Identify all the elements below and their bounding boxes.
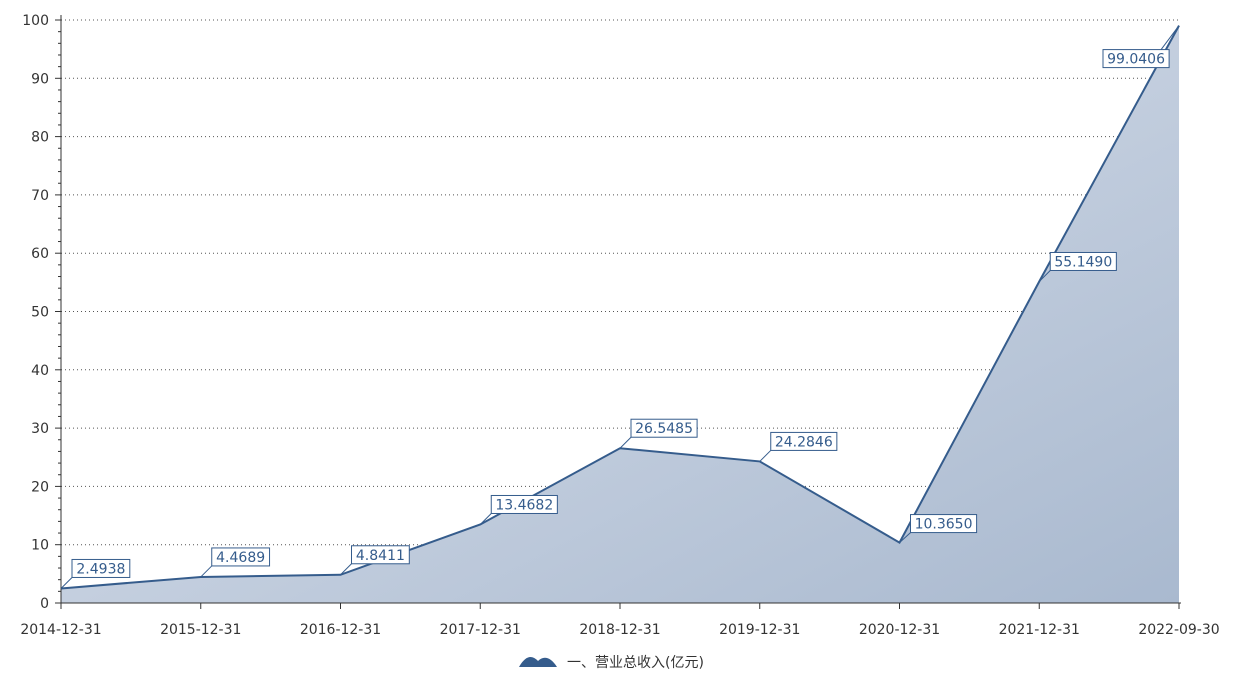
data-label-box bbox=[630, 418, 698, 438]
data-label: 10.3650 bbox=[915, 517, 973, 533]
x-tick-label: 2015-12-31 bbox=[160, 622, 241, 638]
area-fill bbox=[61, 25, 1179, 603]
data-label: 4.4689 bbox=[216, 550, 265, 566]
data-label-box bbox=[1049, 251, 1117, 271]
y-tick-label: 60 bbox=[31, 246, 49, 262]
data-label: 55.1490 bbox=[1054, 254, 1112, 270]
data-label: 2.4938 bbox=[76, 561, 125, 577]
y-tick-label: 40 bbox=[31, 363, 49, 379]
data-label: 26.5485 bbox=[635, 421, 693, 437]
data-label-box bbox=[211, 547, 271, 567]
data-label: 13.4682 bbox=[495, 497, 553, 513]
label-leader-line bbox=[479, 513, 492, 525]
x-tick-label: 2020-12-31 bbox=[859, 622, 940, 638]
y-tick-label: 100 bbox=[22, 13, 49, 29]
label-leader-line bbox=[200, 565, 213, 578]
y-axis-ticks: 0 10 20 30 40 50 60 70 80 90 100 bbox=[22, 13, 61, 612]
label-leader-line bbox=[340, 563, 352, 576]
label-leader-line bbox=[759, 450, 772, 462]
y-tick-label: 50 bbox=[31, 305, 49, 321]
data-label: 4.8411 bbox=[356, 548, 405, 564]
y-tick-label: 20 bbox=[31, 479, 49, 495]
data-label: 24.2846 bbox=[775, 434, 833, 450]
x-tick-label: 2017-12-31 bbox=[440, 622, 521, 638]
label-leader-line bbox=[899, 532, 911, 543]
data-label-box bbox=[770, 431, 838, 451]
data-label: 99.0406 bbox=[1107, 52, 1165, 68]
label-leader-line bbox=[1160, 25, 1180, 50]
x-tick-label: 2016-12-31 bbox=[300, 622, 381, 638]
x-tick-label: 2019-12-31 bbox=[719, 622, 800, 638]
label-leader-line bbox=[1038, 270, 1051, 282]
label-leader-line bbox=[60, 577, 73, 589]
legend[interactable]: 一、营业总收入(亿元) bbox=[519, 655, 704, 671]
y-tick-label: 0 bbox=[40, 596, 49, 612]
legend-area-icon bbox=[519, 657, 557, 667]
data-label-box bbox=[490, 494, 558, 514]
data-label-box bbox=[910, 514, 978, 534]
y-tick-label: 80 bbox=[31, 130, 49, 146]
y-tick-label: 70 bbox=[31, 188, 49, 204]
x-tick-label: 2021-12-31 bbox=[999, 622, 1080, 638]
data-labels: 2.4938 4.4689 4.8411 13.4682 26.5485 24.2846 1… bbox=[60, 25, 1180, 589]
data-label-box bbox=[351, 545, 410, 565]
label-leader-line bbox=[619, 436, 632, 449]
x-axis-ticks: 2014-12-31 2015-12-31 2016-12-31 2017-12-31… bbox=[20, 603, 1220, 638]
data-label-box bbox=[1102, 49, 1170, 69]
x-tick-label: 2022-09-30 bbox=[1138, 622, 1219, 638]
y-tick-label: 30 bbox=[31, 421, 49, 437]
y-tick-label: 90 bbox=[31, 71, 49, 87]
x-tick-label: 2014-12-31 bbox=[20, 622, 101, 638]
data-label-box bbox=[71, 558, 131, 578]
y-tick-label: 10 bbox=[31, 538, 49, 554]
x-tick-label: 2018-12-31 bbox=[579, 622, 660, 638]
legend-series-name: 一、营业总收入(亿元) bbox=[567, 655, 704, 671]
